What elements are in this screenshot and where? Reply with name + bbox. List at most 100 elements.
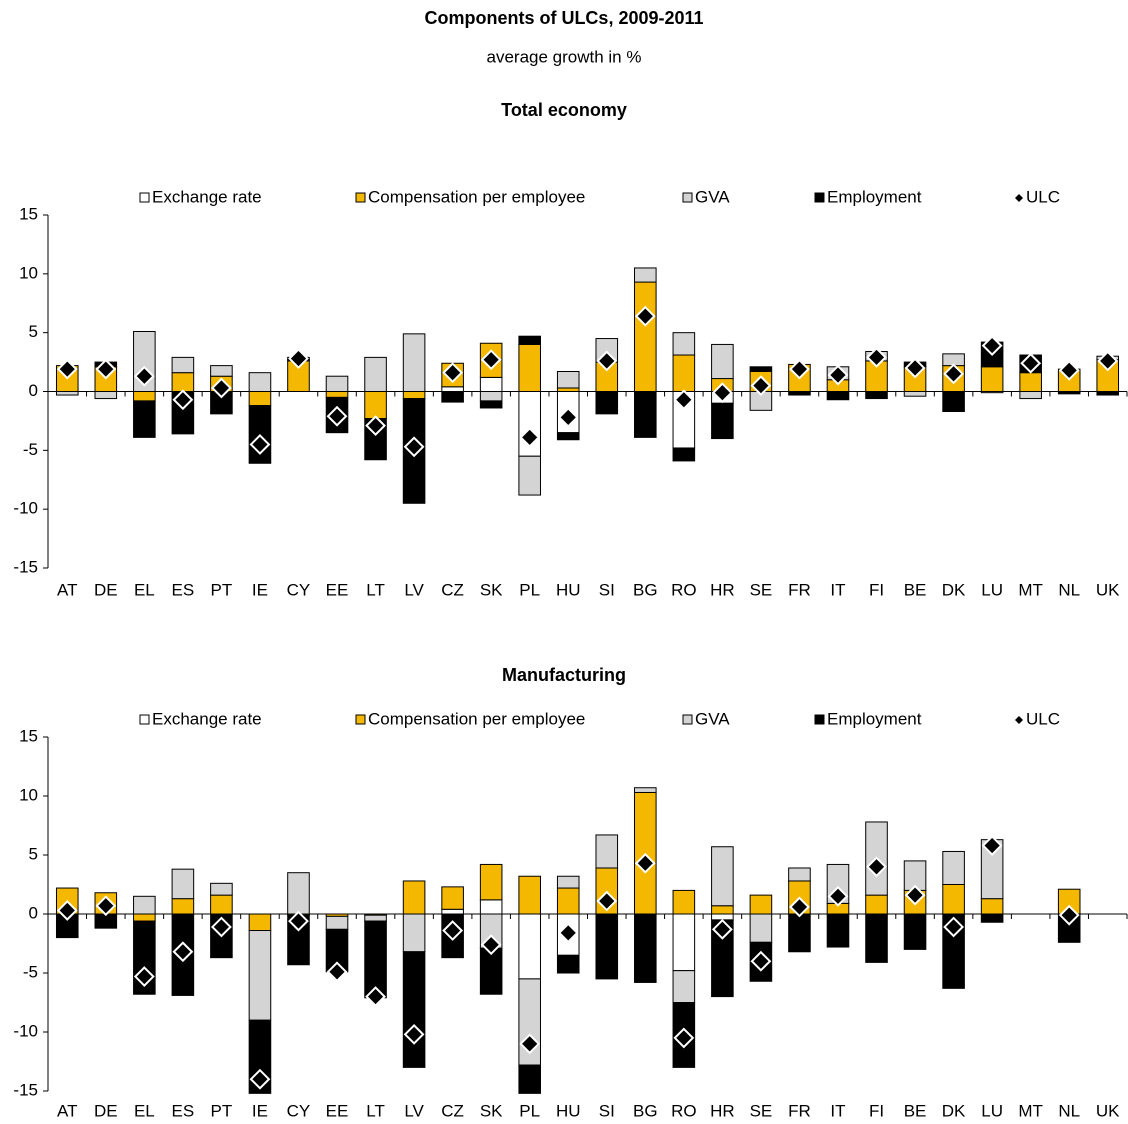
ulc-marker (442, 920, 464, 941)
bar (865, 913, 888, 963)
y-tick-label: 10 (19, 785, 38, 804)
bar (479, 400, 503, 409)
x-tick-label: CZ (441, 580, 464, 599)
bar (1019, 391, 1042, 400)
ulc-marker (866, 346, 887, 368)
legend-swatch (682, 714, 693, 725)
legend-swatch (682, 192, 693, 203)
ulc-marker (827, 885, 849, 907)
x-tick-label: HU (556, 580, 581, 599)
bar (171, 356, 195, 374)
ulc-marker (288, 348, 309, 369)
bar (364, 391, 387, 420)
x-tick-label: IT (830, 1101, 845, 1120)
ulc-marker (557, 922, 579, 944)
ulc-marker (403, 436, 425, 458)
bar (1096, 391, 1120, 396)
legend-label: Employment (827, 709, 922, 728)
bar (402, 913, 426, 953)
bar (556, 875, 580, 889)
ulc-marker (365, 415, 386, 437)
ulc-marker (1097, 350, 1119, 372)
bar (711, 402, 734, 440)
bar (55, 391, 79, 396)
bar (903, 913, 927, 950)
x-tick-label: PT (211, 580, 233, 599)
ulc-marker (750, 950, 772, 972)
bar (518, 913, 541, 980)
x-tick-label: FR (788, 580, 811, 599)
bar (171, 372, 195, 393)
bar (210, 882, 233, 896)
ulc-marker (789, 896, 810, 918)
x-tick-label: DE (94, 580, 118, 599)
ulc-marker (480, 349, 502, 371)
x-tick-label: PT (211, 1101, 233, 1120)
ulc-marker (596, 890, 618, 912)
ulc-marker (634, 852, 656, 874)
x-tick-label: LT (366, 580, 385, 599)
chart-subtitle: average growth in % (487, 47, 642, 66)
bar (402, 880, 426, 915)
bar (865, 894, 888, 915)
ulc-marker (288, 910, 309, 932)
legend-swatch (139, 714, 150, 725)
x-tick-label: EE (326, 1101, 349, 1120)
x-tick-label: LT (366, 1101, 385, 1120)
x-tick-label: DE (94, 1101, 118, 1120)
ulc-marker (172, 389, 194, 411)
x-tick-label: LU (981, 580, 1003, 599)
bar (518, 1064, 541, 1094)
bar (634, 267, 657, 283)
x-tick-label: HR (710, 580, 735, 599)
ulc-marker (210, 377, 232, 399)
bar (980, 366, 1004, 393)
ulc-marker (56, 900, 78, 921)
x-tick-label: CY (287, 1101, 311, 1120)
legend-label: Employment (827, 187, 922, 206)
bar (826, 913, 850, 948)
ulc-marker (789, 358, 810, 380)
bar (556, 954, 580, 974)
ulc-marker (249, 1068, 271, 1090)
legend-label: Exchange rate (152, 187, 262, 206)
x-tick-label: IE (252, 1101, 268, 1120)
bar (441, 391, 464, 403)
bar (826, 391, 850, 401)
ulc-marker (827, 364, 849, 386)
x-tick-label: LV (404, 580, 424, 599)
bar (942, 850, 965, 886)
ulc-marker (172, 941, 194, 963)
x-tick-label: SK (480, 1101, 503, 1120)
bar (402, 391, 426, 400)
bar (133, 895, 156, 915)
chart-title: Components of ULCs, 2009-2011 (424, 8, 703, 28)
bar (210, 365, 233, 377)
x-tick-label: HR (710, 1101, 735, 1120)
bar (479, 947, 503, 995)
ulc-marker (519, 426, 541, 448)
bar (788, 391, 811, 396)
bar (595, 913, 619, 980)
legend-label: GVA (695, 187, 730, 206)
ulc-marker (943, 916, 965, 938)
x-tick-label: SI (599, 1101, 615, 1120)
x-tick-label: PL (519, 580, 540, 599)
panel-title: Total economy (501, 100, 627, 120)
x-tick-label: UK (1096, 1101, 1120, 1120)
bar (556, 887, 580, 915)
y-tick-label: 5 (29, 322, 38, 341)
legend-swatch (355, 192, 366, 203)
y-tick-label: -15 (13, 557, 38, 576)
legend-marker (1015, 194, 1023, 202)
x-tick-label: HU (556, 1101, 581, 1120)
bar (634, 787, 657, 793)
ulc-marker (403, 1023, 425, 1045)
y-tick-label: -10 (13, 499, 38, 518)
x-tick-label: DK (942, 580, 966, 599)
ulc-marker (904, 884, 926, 906)
bar (479, 899, 503, 915)
x-tick-label: NL (1058, 1101, 1080, 1120)
x-tick-label: MT (1018, 1101, 1043, 1120)
